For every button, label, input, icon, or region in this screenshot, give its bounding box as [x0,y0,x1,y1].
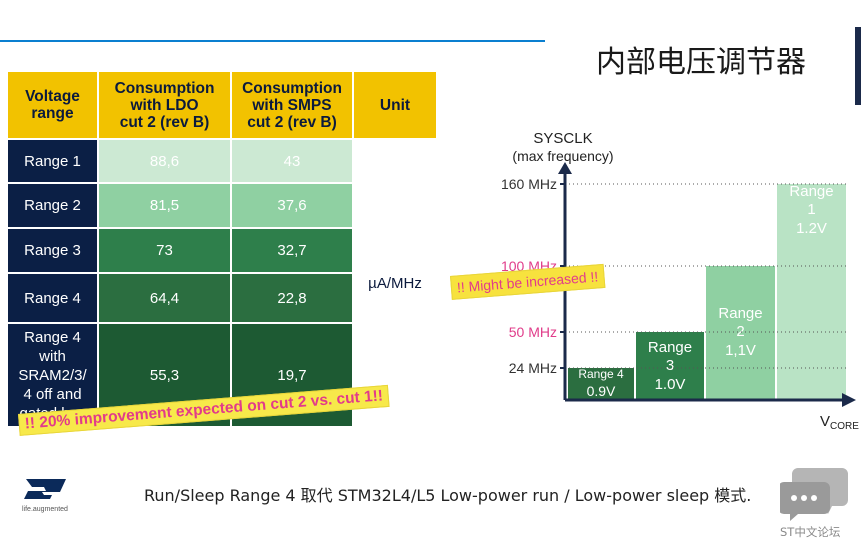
header-unit: Unit [352,70,438,140]
table-row: Range 2 81,5 37,6 [6,182,437,229]
ldo-value: 88,6 [97,138,232,184]
ldo-value: 64,4 [97,272,232,324]
header-voltage-range: Voltage range [6,70,99,140]
x-axis-label: VCORE [820,413,859,432]
bar-label: Range [789,183,833,200]
smps-value: 43 [230,138,354,184]
forum-watermark: ST中文论坛 [780,525,841,539]
y-tick-label: 24 MHz [509,360,557,376]
footer-note: Run/Sleep Range 4 取代 STM32L4/L5 Low-powe… [144,486,752,505]
chart-ylabel-line2: (max frequency) [512,148,613,164]
row-label: Range 1 [6,138,99,184]
bar-label: 1 [807,201,815,218]
bar [636,332,704,400]
logo-tagline: life.augmented [22,506,68,513]
bar [777,184,846,400]
table-row: Range 1 88,6 43 µA/MHz [6,138,438,428]
page-title: 内部电压调节器 [596,45,806,80]
bar [706,266,775,400]
x-axis-label-sub: CORE [830,421,859,432]
chart-ylabel-line1: SYSCLK [533,130,592,147]
smps-value: 22,8 [230,272,354,324]
st-logo: life.augmented [22,475,72,513]
header-smps: Consumption with SMPS cut 2 (rev B) [230,70,354,140]
bar-label: Range 4 [578,367,624,381]
smps-value: 32,7 [230,227,354,274]
bar [568,368,634,400]
y-tick-label: 160 MHz [501,176,557,192]
row-label: Range 3 [6,227,99,274]
top-rule [0,40,545,42]
st-logo-icon [24,479,66,499]
header-ldo: Consumption with LDO cut 2 (rev B) [97,70,232,140]
y-tick-label: 50 MHz [509,324,557,340]
row-label: Range 2 [6,182,99,229]
ldo-value: 73 [97,227,232,274]
bar-label: 2 [736,323,744,340]
bar-label: 1.0V [655,376,686,393]
bar-label: 1,1V [725,342,756,359]
bar-label: 3 [666,357,674,374]
title-accent-bar [855,27,861,105]
table-header-row: Voltage range Consumption with LDO cut 2… [6,70,438,140]
smps-value: 37,6 [230,182,354,229]
table-row: Range 3 73 32,7 [6,227,437,274]
x-axis-arrow [842,393,856,407]
consumption-table: Voltage range Consumption with LDO cut 2… [6,70,438,428]
y-axis-arrow [558,162,572,174]
table-row: Range 4 64,4 22,8 [6,272,437,324]
chat-icon[interactable] [778,464,850,527]
unit-cell: µA/MHz [352,138,438,428]
bar-label: 0.9V [587,383,616,399]
x-axis-label-main: V [820,413,830,430]
row-label: Range 4 [6,272,99,324]
bar-label: 1.2V [796,220,827,237]
bar-label: Range [718,305,762,322]
ldo-value: 81,5 [97,182,232,229]
bar-label: Range [648,339,692,356]
